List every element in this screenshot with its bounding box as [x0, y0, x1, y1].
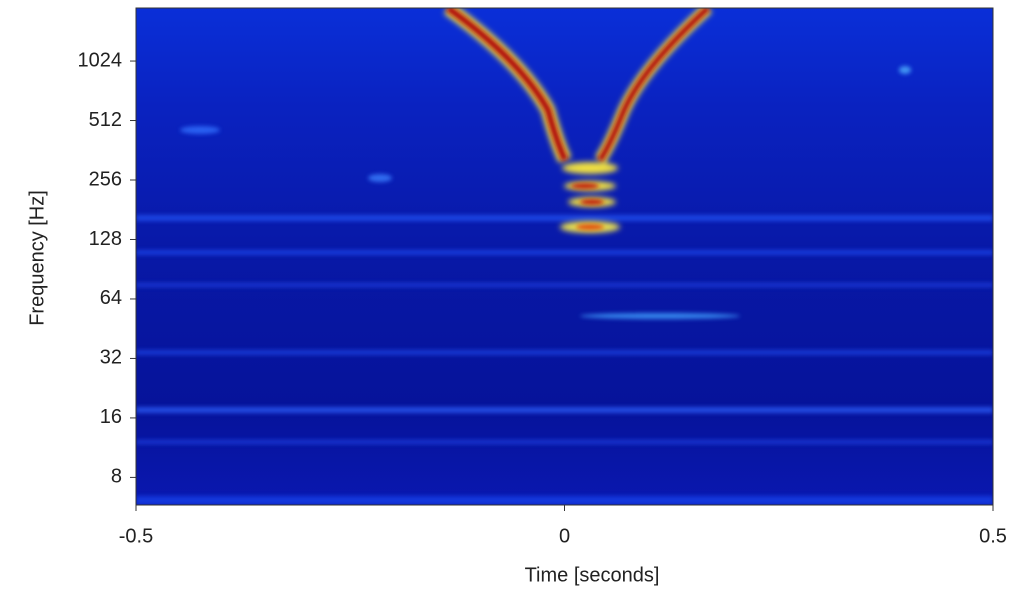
y-tick-label: 64 [100, 287, 122, 309]
y-axis-label: Frequency [Hz] [26, 190, 48, 326]
x-axis-label: Time [seconds] [525, 564, 660, 586]
y-tick-label: 1024 [78, 49, 123, 71]
y-tick-label: 128 [89, 228, 122, 250]
x-tick-label: 0.5 [979, 525, 1007, 547]
y-tick-label: 512 [89, 109, 122, 131]
y-tick-label: 16 [100, 406, 122, 428]
y-tick-label: 256 [89, 168, 122, 190]
spectrogram-image [136, 8, 993, 505]
x-tick-label: -0.5 [119, 525, 153, 547]
y-tick-label: 32 [100, 347, 122, 369]
x-tick-label: 0 [559, 525, 570, 547]
y-tick-label: 8 [111, 466, 122, 488]
